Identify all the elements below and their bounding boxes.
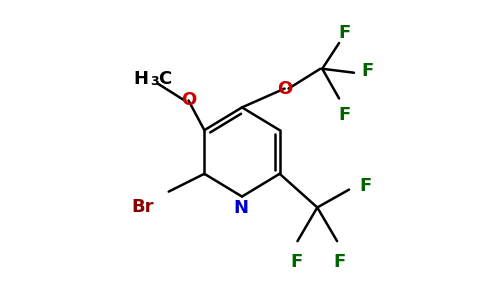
Text: O: O [277, 80, 292, 98]
Text: C: C [158, 70, 171, 88]
Text: F: F [359, 177, 371, 195]
Text: O: O [181, 92, 196, 110]
Text: F: F [338, 106, 350, 124]
Text: F: F [361, 62, 373, 80]
Text: F: F [333, 253, 345, 271]
Text: F: F [338, 24, 350, 42]
Text: N: N [233, 199, 248, 217]
Text: F: F [290, 253, 302, 271]
Text: 3: 3 [150, 75, 158, 88]
Text: Br: Br [132, 199, 154, 217]
Text: H: H [134, 70, 149, 88]
